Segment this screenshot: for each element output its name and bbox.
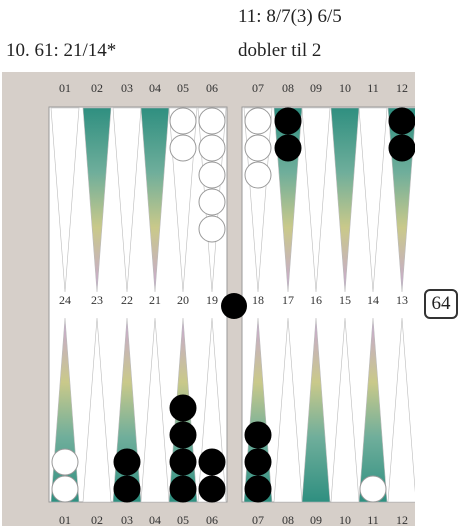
bottom-point-5-black-checker-3 bbox=[169, 421, 197, 449]
bottom-point-label-11: 11 bbox=[367, 513, 379, 526]
top-point-7-white-checker-1 bbox=[244, 107, 272, 135]
top-point-10 bbox=[330, 107, 360, 293]
bottom-point-3-black-checker-1 bbox=[113, 475, 141, 503]
bottom-point-label-4: 04 bbox=[149, 513, 161, 526]
bottom-point-5-black-checker-1 bbox=[169, 475, 197, 503]
middle-point-label-12: 13 bbox=[396, 293, 408, 307]
top-point-1 bbox=[50, 107, 80, 293]
top-point-label-2: 02 bbox=[91, 81, 103, 95]
top-point-5-white-checker-2 bbox=[169, 134, 197, 162]
board-drawing: 01 02 03 04 05 06 07 08 09 10 11 12 24 23 22 21 20 19 18 1… bbox=[48, 81, 415, 526]
bottom-point-4 bbox=[140, 317, 170, 503]
top-point-label-8: 08 bbox=[282, 81, 294, 95]
top-point-12-black-checker-1 bbox=[388, 107, 415, 135]
bottom-point-5-black-checker-2 bbox=[169, 448, 197, 476]
top-point-3 bbox=[112, 107, 142, 293]
bottom-point-6-black-checker-1 bbox=[198, 475, 226, 503]
top-point-label-1: 01 bbox=[59, 81, 71, 95]
middle-point-label-7: 18 bbox=[252, 293, 264, 307]
bottom-point-label-7: 07 bbox=[252, 513, 264, 526]
middle-point-label-2: 23 bbox=[91, 293, 103, 307]
bottom-point-1-white-checker-2 bbox=[51, 448, 79, 476]
backgammon-board: 01 02 03 04 05 06 07 08 09 10 11 12 24 23 22 21 20 19 18 1… bbox=[2, 72, 415, 526]
doubling-cube[interactable]: 64 bbox=[424, 289, 458, 319]
top-point-label-12: 12 bbox=[396, 81, 408, 95]
top-point-6-white-checker-2 bbox=[198, 134, 226, 162]
bottom-point-label-6: 06 bbox=[206, 513, 218, 526]
top-point-6-white-checker-1 bbox=[198, 107, 226, 135]
bottom-point-label-1: 01 bbox=[59, 513, 71, 526]
move-caption-left: 10. 61: 21/14* bbox=[6, 40, 117, 61]
bottom-point-label-10: 10 bbox=[339, 513, 351, 526]
top-point-8-black-checker-2 bbox=[274, 134, 302, 162]
bottom-point-8 bbox=[273, 317, 303, 503]
bottom-point-3-black-checker-2 bbox=[113, 448, 141, 476]
bottom-point-9 bbox=[301, 317, 331, 503]
bottom-point-12 bbox=[387, 317, 415, 503]
top-point-11 bbox=[358, 107, 388, 293]
bottom-point-2 bbox=[82, 317, 112, 503]
top-point-8-black-checker-1 bbox=[274, 107, 302, 135]
middle-point-label-9: 16 bbox=[310, 293, 322, 307]
bottom-point-label-5: 05 bbox=[177, 513, 189, 526]
top-point-6-white-checker-3 bbox=[198, 161, 226, 189]
middle-point-label-10: 15 bbox=[339, 293, 351, 307]
top-point-5-white-checker-1 bbox=[169, 107, 197, 135]
bottom-point-7-black-checker-3 bbox=[244, 421, 272, 449]
top-point-label-4: 04 bbox=[149, 81, 161, 95]
top-point-6-white-checker-5 bbox=[198, 215, 226, 243]
middle-point-label-4: 21 bbox=[149, 293, 161, 307]
bottom-point-7-black-checker-1 bbox=[244, 475, 272, 503]
move-caption-right-line2: dobler til 2 bbox=[238, 40, 322, 61]
top-point-label-5: 05 bbox=[177, 81, 189, 95]
top-point-label-6: 06 bbox=[206, 81, 218, 95]
middle-point-label-11: 14 bbox=[367, 293, 379, 307]
top-point-label-7: 07 bbox=[252, 81, 264, 95]
bottom-point-label-8: 08 bbox=[282, 513, 294, 526]
bar-black-checker-1 bbox=[221, 293, 247, 319]
top-point-7-white-checker-2 bbox=[244, 134, 272, 162]
top-point-label-10: 10 bbox=[339, 81, 351, 95]
bottom-point-1-white-checker-1 bbox=[51, 475, 79, 503]
bottom-point-11-white-checker-1 bbox=[359, 475, 387, 503]
middle-point-label-6: 19 bbox=[206, 293, 218, 307]
move-caption-right-line1: 11: 8/7(3) 6/5 bbox=[238, 6, 342, 27]
bottom-point-label-9: 09 bbox=[310, 513, 322, 526]
top-point-9 bbox=[301, 107, 331, 293]
middle-point-label-1: 24 bbox=[59, 293, 71, 307]
bottom-point-10 bbox=[330, 317, 360, 503]
bottom-point-label-2: 02 bbox=[91, 513, 103, 526]
bottom-point-7-black-checker-2 bbox=[244, 448, 272, 476]
middle-point-label-3: 22 bbox=[121, 293, 133, 307]
top-point-12-black-checker-2 bbox=[388, 134, 415, 162]
top-point-label-3: 03 bbox=[121, 81, 133, 95]
bottom-point-5-black-checker-4 bbox=[169, 394, 197, 422]
top-point-6-white-checker-4 bbox=[198, 188, 226, 216]
top-point-2 bbox=[82, 107, 112, 293]
top-point-4 bbox=[140, 107, 170, 293]
bottom-point-label-12: 12 bbox=[396, 513, 408, 526]
bottom-point-label-3: 03 bbox=[121, 513, 133, 526]
middle-point-label-5: 20 bbox=[177, 293, 189, 307]
top-point-label-11: 11 bbox=[367, 81, 379, 95]
top-point-7-white-checker-3 bbox=[244, 161, 272, 189]
middle-point-label-8: 17 bbox=[282, 293, 294, 307]
bottom-point-6-black-checker-2 bbox=[198, 448, 226, 476]
top-point-label-9: 09 bbox=[310, 81, 322, 95]
